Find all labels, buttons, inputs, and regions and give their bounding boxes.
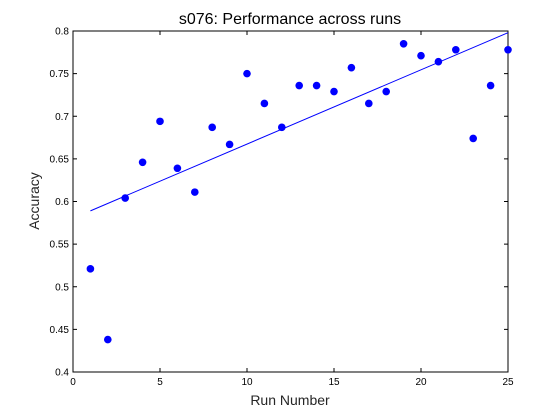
y-tick-label: 0.45 — [50, 325, 70, 336]
x-axis: 0 5 10 15 20 25 — [70, 31, 514, 388]
y-tick-label: 0.6 — [55, 197, 69, 208]
x-tick-label: 25 — [502, 377, 514, 388]
data-point — [295, 81, 304, 90]
y-tick-label: 0.7 — [55, 112, 69, 123]
data-point — [469, 134, 478, 143]
data-point — [417, 51, 425, 60]
data-point — [382, 87, 391, 96]
chart-title: s076: Performance across runs — [179, 11, 401, 28]
data-point — [330, 87, 338, 96]
data-point — [504, 45, 512, 54]
y-tick-label: 0.65 — [50, 154, 70, 165]
y-axis-label: Accuracy — [26, 172, 42, 230]
data-point — [225, 140, 234, 149]
data-point — [312, 81, 321, 90]
x-tick-label: 15 — [328, 377, 340, 388]
data-point — [365, 99, 373, 108]
trend-line — [90, 32, 509, 212]
y-tick-label: 0.5 — [55, 282, 69, 293]
data-point — [138, 158, 147, 167]
data-point — [156, 117, 164, 126]
x-tick-label: 10 — [241, 377, 253, 388]
y-tick-label: 0.4 — [55, 368, 69, 379]
data-point — [278, 123, 286, 132]
plot-frame — [72, 30, 509, 373]
data-point — [121, 194, 129, 202]
data-point — [173, 164, 182, 173]
x-tick-label: 20 — [415, 377, 427, 388]
series-layer — [86, 32, 512, 344]
data-point — [86, 265, 95, 273]
data-point — [208, 123, 216, 132]
x-axis-label: Run Number — [250, 392, 330, 408]
data-point — [452, 45, 460, 54]
plot-area — [72, 30, 509, 373]
data-point — [260, 99, 269, 108]
data-point — [191, 188, 199, 196]
y-tick-label: 0.55 — [50, 240, 70, 251]
x-tick-label: 5 — [157, 377, 163, 388]
data-point — [104, 335, 112, 344]
data-point — [347, 63, 356, 72]
x-tick-label: 0 — [70, 377, 76, 388]
y-tick-label: 0.75 — [50, 69, 70, 80]
data-point — [243, 69, 251, 78]
data-point — [399, 39, 408, 48]
data-point — [486, 81, 495, 90]
y-tick-label: 0.8 — [55, 27, 69, 38]
y-axis: 0.4 0.45 0.5 0.55 0.6 0.65 0.7 0.75 0.8 — [50, 27, 508, 379]
